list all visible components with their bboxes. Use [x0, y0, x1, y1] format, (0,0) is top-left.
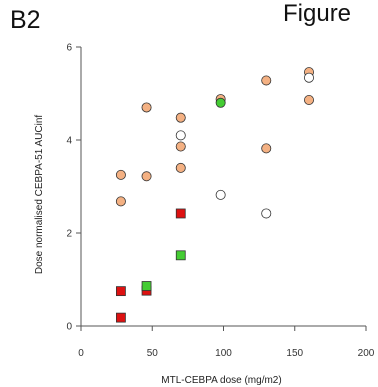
x-tick-label: 50 [147, 348, 159, 359]
y-tick-label: 4 [66, 136, 72, 147]
data-point-square [116, 286, 126, 297]
data-point-circle [141, 171, 152, 182]
data-point-square [141, 281, 152, 291]
data-point-circle [175, 130, 186, 141]
data-point-circle [261, 75, 272, 86]
x-tick-label: 200 [358, 348, 375, 359]
data-point-circle [175, 162, 186, 173]
data-point-square [116, 312, 126, 323]
x-tick-label: 100 [215, 348, 232, 359]
y-tick-label: 0 [66, 322, 72, 333]
figure-header-text: Figure [283, 0, 352, 27]
panel-label: B2 [10, 6, 41, 34]
data-point-circle [303, 72, 314, 83]
data-point-circle [175, 112, 186, 123]
data-point-circle [115, 196, 126, 207]
y-tick-label: 6 [66, 43, 72, 54]
data-point-circle [175, 141, 186, 152]
x-axis-label: MTL-CEBPA dose (mg/m2) [161, 375, 281, 386]
data-point-circle [215, 97, 226, 108]
x-tick-label: 0 [78, 348, 84, 359]
data-point-circle [261, 208, 272, 219]
data-point-circle [261, 143, 272, 154]
y-axis-label: Dose normalised CEBPA-51 AUCinf [34, 115, 45, 275]
data-point-circle [141, 102, 152, 113]
data-point-square [175, 208, 186, 219]
data-point-circle [115, 169, 126, 180]
y-tick-label: 2 [66, 229, 72, 240]
data-point-square [175, 250, 186, 261]
data-points-group [115, 67, 314, 323]
data-point-circle [303, 95, 314, 106]
data-point-circle [215, 189, 226, 200]
x-tick-label: 150 [286, 348, 303, 359]
axes-group: 0 2 4 6 0 50 100 150 200 [66, 43, 374, 360]
